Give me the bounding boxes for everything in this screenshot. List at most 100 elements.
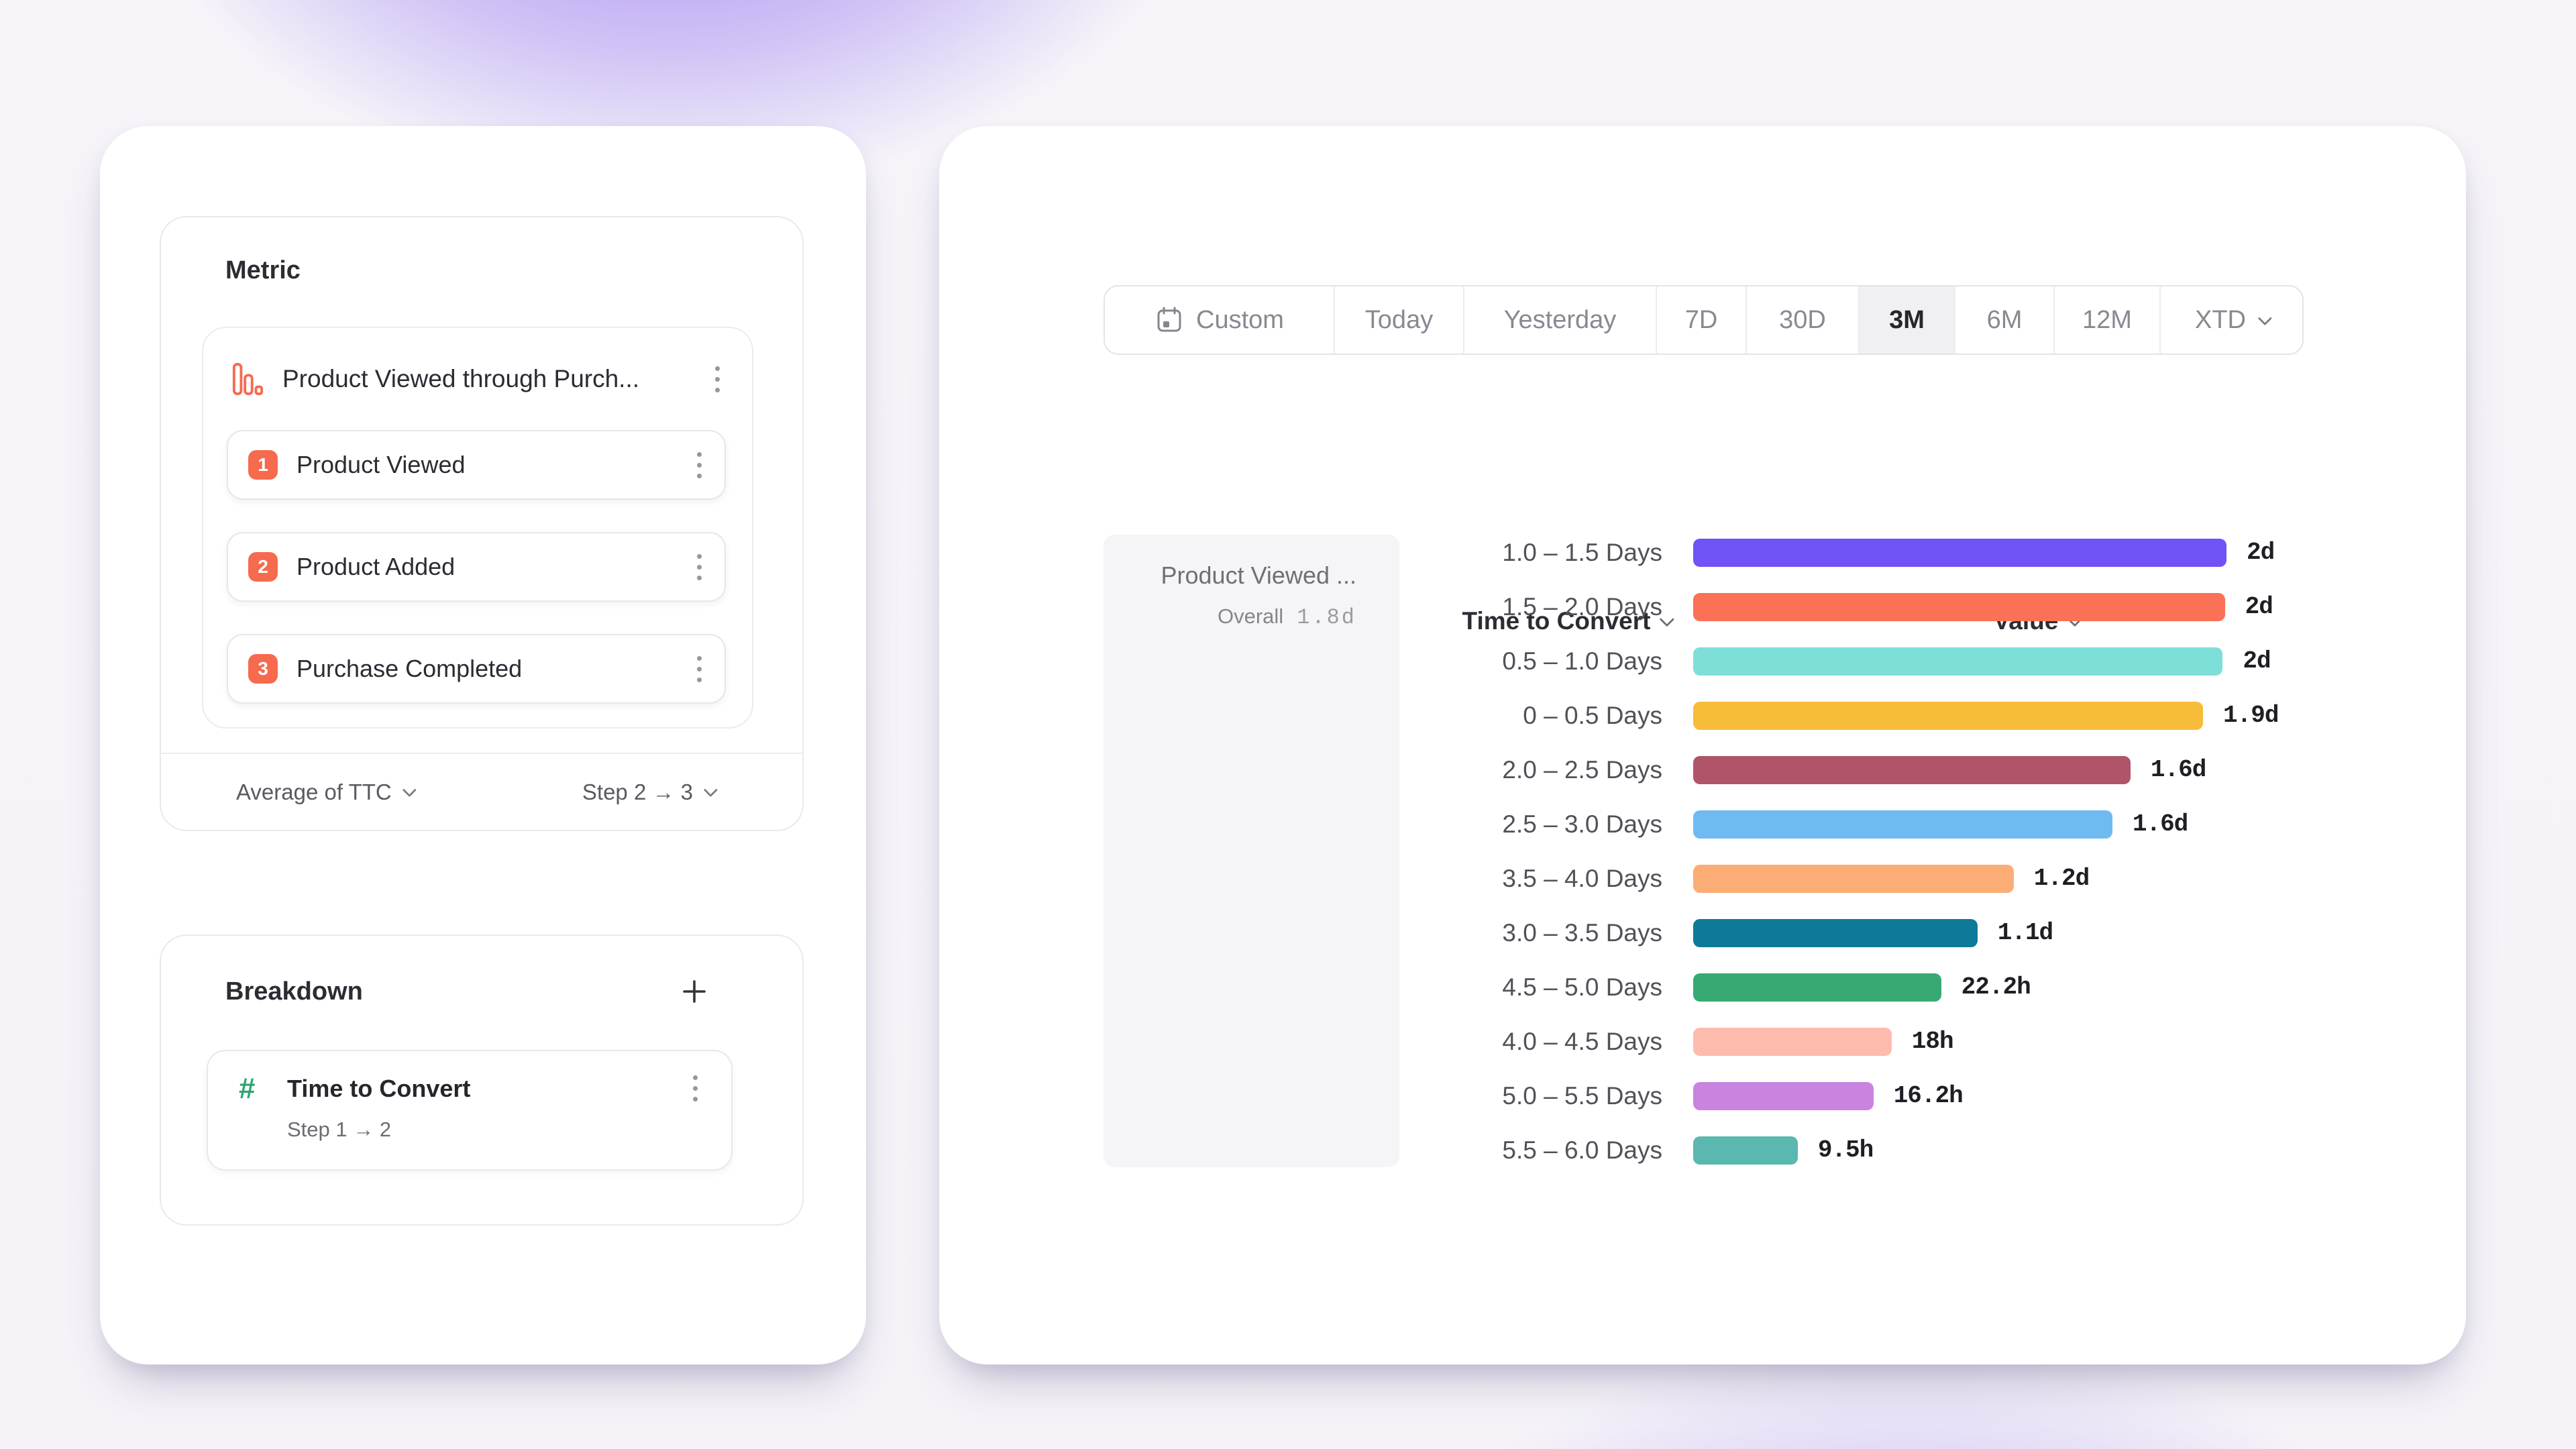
metric-card: Metric Product Viewed through Purch... 1 bbox=[160, 216, 804, 831]
step-menu-kebab-icon[interactable] bbox=[692, 447, 707, 484]
date-6m-button[interactable]: 6M bbox=[1954, 286, 2053, 354]
step-number-badge: 3 bbox=[248, 654, 278, 684]
table-row: 3.5 – 4.0 Days 1.2d bbox=[1399, 851, 2569, 906]
metric-section-title: Metric bbox=[225, 256, 301, 284]
bar[interactable] bbox=[1693, 647, 2223, 676]
date-today-button[interactable]: Today bbox=[1334, 286, 1463, 354]
bar-track: 9.5h bbox=[1693, 1136, 2226, 1165]
table-row: 0.5 – 1.0 Days 2d bbox=[1399, 634, 2569, 688]
date-12m-button[interactable]: 12M bbox=[2053, 286, 2159, 354]
step-label: Product Added bbox=[297, 553, 455, 580]
overall-value: 1.8d bbox=[1297, 605, 1356, 630]
step-label: Purchase Completed bbox=[297, 655, 523, 682]
report-panel: Custom Today Yesterday 7D 30D 3M 6M 12M … bbox=[939, 126, 2466, 1364]
bar-track: 22.2h bbox=[1693, 973, 2226, 1002]
date-option-label: 6M bbox=[1986, 305, 2023, 334]
date-yesterday-button[interactable]: Yesterday bbox=[1463, 286, 1656, 354]
hash-icon: # bbox=[239, 1071, 256, 1105]
funnel-metric-row[interactable]: Product Viewed through Purch... bbox=[203, 328, 752, 430]
date-option-label: Custom bbox=[1196, 305, 1284, 334]
bar[interactable] bbox=[1693, 1027, 1892, 1056]
date-7d-button[interactable]: 7D bbox=[1656, 286, 1746, 354]
date-option-label: Yesterday bbox=[1503, 305, 1617, 334]
bar-value: 1.1d bbox=[1997, 919, 2053, 947]
funnel-step-2[interactable]: 2 Product Added bbox=[227, 532, 726, 602]
chevron-down-icon bbox=[402, 783, 417, 798]
date-custom-button[interactable]: Custom bbox=[1105, 286, 1334, 354]
bucket-label: 4.5 – 5.0 Days bbox=[1502, 973, 1662, 1001]
table-row: 0 – 0.5 Days 1.9d bbox=[1399, 688, 2569, 743]
bar-value: 1.9d bbox=[2223, 702, 2279, 729]
table-row: 5.5 – 6.0 Days 9.5h bbox=[1399, 1123, 2569, 1177]
bar-value: 18h bbox=[1911, 1028, 1954, 1055]
date-option-label: 3M bbox=[1889, 305, 1925, 334]
bar-value: 2d bbox=[2245, 593, 2273, 621]
bar-track: 1.9d bbox=[1693, 701, 2279, 730]
bar-value: 9.5h bbox=[1817, 1136, 1874, 1164]
overall-label: Overall bbox=[1217, 604, 1284, 628]
date-option-label: XTD bbox=[2195, 305, 2246, 334]
calendar-icon bbox=[1155, 305, 1184, 335]
bar[interactable] bbox=[1693, 538, 2226, 567]
add-breakdown-button[interactable] bbox=[679, 976, 710, 1007]
bar-value: 1.6d bbox=[2150, 756, 2206, 784]
funnel-step-3[interactable]: 3 Purchase Completed bbox=[227, 634, 726, 704]
bucket-label: 2.5 – 3.0 Days bbox=[1502, 810, 1662, 838]
bar[interactable] bbox=[1693, 755, 2131, 784]
funnel-overall-line: Overall 1.8d bbox=[1124, 604, 1356, 630]
funnel-metric-name: Product Viewed through Purch... bbox=[282, 365, 640, 392]
bucket-label: 5.0 – 5.5 Days bbox=[1502, 1081, 1662, 1110]
bucket-label: 1.0 – 1.5 Days bbox=[1502, 538, 1662, 566]
table-row: 1.0 – 1.5 Days 2d bbox=[1399, 525, 2569, 580]
bucket-label: 0 – 0.5 Days bbox=[1523, 701, 1662, 729]
funnel-chart-icon bbox=[231, 362, 264, 396]
bar-chart-rows: 1.0 – 1.5 Days 2d 1.5 – 2.0 Days 2d 0.5 … bbox=[1399, 525, 2569, 1177]
column-header-time-to-convert[interactable]: Time to Convert bbox=[1426, 589, 1707, 653]
table-row: 2.5 – 3.0 Days 1.6d bbox=[1399, 797, 2569, 851]
breakdown-item-label: Time to Convert bbox=[287, 1074, 471, 1102]
date-xtd-dropdown[interactable]: XTD bbox=[2159, 286, 2302, 354]
date-option-label: 30D bbox=[1779, 305, 1826, 334]
date-range-picker: Custom Today Yesterday 7D 30D 3M 6M 12M … bbox=[1104, 285, 2304, 355]
bar[interactable] bbox=[1693, 864, 2014, 893]
bar[interactable] bbox=[1693, 1136, 1798, 1165]
bar[interactable] bbox=[1693, 973, 1941, 1002]
breakdown-card: Breakdown # Time to Convert Step 1 → 2 bbox=[160, 934, 804, 1226]
date-option-label: 7D bbox=[1684, 305, 1718, 334]
bar[interactable] bbox=[1693, 701, 2204, 730]
breakdown-menu-kebab-icon[interactable] bbox=[688, 1070, 703, 1107]
date-3m-button-selected[interactable]: 3M bbox=[1858, 286, 1954, 354]
bar[interactable] bbox=[1693, 592, 2225, 621]
bucket-label: 1.5 – 2.0 Days bbox=[1502, 592, 1662, 621]
bar[interactable] bbox=[1693, 918, 1978, 947]
bar-track: 2d bbox=[1693, 647, 2271, 676]
step-menu-kebab-icon[interactable] bbox=[692, 651, 707, 688]
step-range-dropdown[interactable]: Step 2 → 3 bbox=[582, 779, 718, 805]
bar-track: 1.6d bbox=[1693, 810, 2226, 839]
funnel-menu-kebab-icon[interactable] bbox=[710, 361, 725, 398]
step-number-badge: 1 bbox=[248, 450, 278, 480]
table-row: 1.5 – 2.0 Days 2d bbox=[1399, 580, 2569, 634]
bar[interactable] bbox=[1693, 810, 2112, 839]
bar-track: 18h bbox=[1693, 1027, 2226, 1056]
column-header-label: Time to Convert bbox=[1462, 607, 1651, 635]
step-range-label: Step 2 → 3 bbox=[582, 779, 693, 804]
step-number-badge: 2 bbox=[248, 552, 278, 582]
funnel-step-1[interactable]: 1 Product Viewed bbox=[227, 430, 726, 500]
bar[interactable] bbox=[1693, 1081, 1874, 1110]
table-row: 4.0 – 4.5 Days 18h bbox=[1399, 1014, 2569, 1069]
bucket-label: 5.5 – 6.0 Days bbox=[1502, 1136, 1662, 1164]
bar-value: 2d bbox=[2247, 539, 2275, 566]
step-menu-kebab-icon[interactable] bbox=[692, 549, 707, 586]
table-row: 4.5 – 5.0 Days 22.2h bbox=[1399, 960, 2569, 1014]
bar-value: 22.2h bbox=[1961, 973, 2031, 1001]
bar-value: 1.2d bbox=[2033, 865, 2090, 892]
bucket-label: 0.5 – 1.0 Days bbox=[1502, 647, 1662, 675]
breakdown-item-time-to-convert[interactable]: # Time to Convert Step 1 → 2 bbox=[207, 1050, 733, 1171]
query-builder-panel: Metric Product Viewed through Purch... 1 bbox=[100, 126, 866, 1364]
chevron-down-icon bbox=[703, 783, 718, 798]
aggregation-dropdown[interactable]: Average of TTC bbox=[236, 780, 417, 805]
date-30d-button[interactable]: 30D bbox=[1746, 286, 1858, 354]
bar-value: 16.2h bbox=[1893, 1082, 1964, 1110]
